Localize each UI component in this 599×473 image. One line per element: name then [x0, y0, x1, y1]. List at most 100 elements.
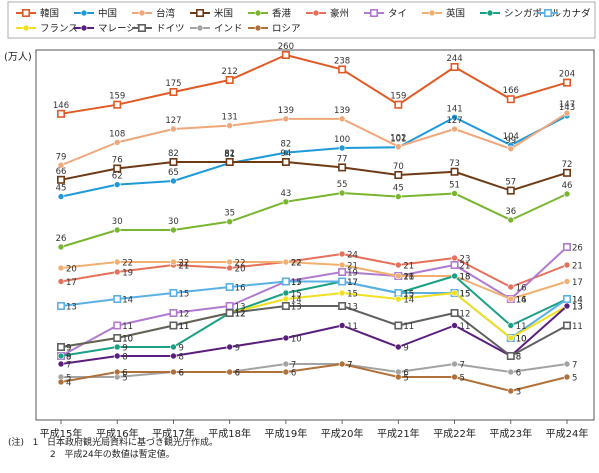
legend-swatch-marker-14	[254, 24, 262, 32]
series-line-1	[60, 115, 568, 198]
legend-label-8: シンガポール	[504, 9, 562, 20]
data-label-9-8: 10	[516, 335, 527, 345]
data-label-7-0: 20	[66, 265, 77, 275]
data-point-11-6	[395, 343, 402, 351]
data-point-0-3	[225, 76, 234, 85]
data-label-13-5: 7	[347, 361, 352, 371]
data-label-1-4: 82	[280, 140, 291, 150]
series-line-7	[60, 261, 568, 300]
data-label-8-1: 9	[122, 344, 127, 354]
legend-swatch-marker-8	[486, 9, 494, 17]
data-point-0-9	[562, 78, 571, 87]
data-point-4-2	[170, 226, 177, 234]
data-point-14-0	[57, 378, 65, 386]
data-label-1-7: 141	[446, 104, 462, 114]
data-label-14-0: 4	[66, 379, 71, 389]
data-label-0-3: 212	[222, 67, 238, 77]
data-point-0-2	[169, 88, 178, 97]
data-label-0-5: 238	[334, 56, 350, 66]
data-label-4-8: 36	[505, 207, 516, 217]
data-label-0-0: 146	[53, 101, 69, 111]
data-label-12-2: 11	[178, 322, 189, 332]
data-label-12-8: 8	[516, 353, 521, 363]
data-point-10-6	[395, 295, 402, 303]
data-label-9-4: 15	[291, 278, 302, 288]
data-point-2-6	[395, 143, 402, 150]
data-point-0-0	[56, 109, 65, 118]
legend-label-3: 米国	[214, 8, 233, 20]
data-label-4-1: 30	[112, 217, 123, 227]
data-label-13-4: 7	[291, 361, 296, 371]
footnotes: (注) 1 日本政府観光局資料に基づき観光庁作成。 2 平成24年の数値は暫定値…	[8, 437, 218, 461]
data-label-14-2: 6	[178, 369, 183, 379]
data-point-12-4	[281, 301, 290, 310]
data-label-10-6: 14	[403, 296, 414, 306]
data-point-11-0	[57, 360, 65, 368]
data-label-9-3: 16	[235, 284, 246, 294]
data-point-14-5	[338, 360, 346, 368]
footnote-2: 2 平成24年の数値は暫定値。	[8, 449, 218, 461]
data-label-9-6: 15	[403, 290, 414, 300]
x-tick-label-3: 平成18年	[208, 427, 251, 440]
data-point-8-7	[451, 272, 458, 280]
data-point-11-3	[226, 343, 233, 351]
data-label-3-7: 73	[449, 159, 460, 169]
data-label-2-0: 79	[56, 152, 67, 162]
data-point-2-8	[507, 145, 515, 153]
legend-label-11: マレーシア	[98, 24, 145, 35]
data-point-7-6	[395, 272, 402, 280]
data-label-3-6: 70	[393, 162, 404, 172]
data-point-2-9	[563, 109, 571, 117]
footnote-1-num: 1	[32, 438, 39, 448]
data-label-12-0: 9	[66, 344, 71, 354]
data-label-13-7: 7	[460, 361, 465, 371]
data-point-10-8	[507, 334, 515, 342]
data-label-11-2: 8	[178, 353, 183, 363]
data-point-9-0	[56, 301, 65, 310]
data-point-5-9	[563, 261, 571, 269]
data-label-6-7: 21	[460, 262, 471, 272]
data-point-5-5	[338, 250, 346, 258]
data-point-6-1	[113, 321, 122, 330]
data-label-9-1: 14	[122, 296, 133, 306]
data-point-14-9	[563, 373, 571, 381]
data-point-11-7	[451, 322, 458, 329]
data-point-14-1	[113, 368, 121, 376]
data-point-9-4	[281, 277, 290, 286]
data-label-11-1: 8	[122, 353, 127, 363]
data-label-10-7: 15	[460, 290, 471, 300]
x-tick-label-2: 平成17年	[152, 427, 195, 440]
data-label-0-1: 159	[109, 92, 125, 102]
legend-swatch-marker-12	[138, 23, 147, 32]
data-label-5-9: 21	[572, 262, 583, 272]
x-tick-label-4: 平成19年	[265, 427, 308, 440]
data-point-1-1	[113, 181, 121, 188]
legend-swatch-marker-2	[138, 9, 146, 17]
data-point-13-8	[507, 368, 515, 376]
data-point-7-9	[563, 278, 571, 285]
data-point-5-6	[395, 261, 402, 269]
data-label-8-6: 15	[403, 290, 414, 300]
data-point-8-4	[282, 289, 290, 297]
legend-label-12: ドイツ	[156, 24, 185, 35]
x-tick-label-7: 平成22年	[433, 427, 476, 440]
data-label-1-2: 65	[168, 168, 179, 178]
data-label-7-4: 22	[291, 259, 302, 269]
data-label-12-3: 12	[235, 310, 246, 320]
x-tick-label-6: 平成21年	[377, 427, 420, 440]
data-label-4-4: 43	[280, 189, 291, 199]
data-point-0-7	[450, 62, 459, 71]
data-label-4-2: 30	[168, 217, 179, 227]
data-point-2-1	[113, 139, 121, 146]
data-point-4-7	[451, 190, 458, 197]
data-point-14-6	[395, 373, 402, 381]
data-point-12-0	[56, 342, 65, 351]
data-point-14-7	[451, 373, 458, 381]
data-point-0-1	[113, 100, 122, 109]
series-line-11	[60, 305, 568, 365]
data-label-10-8: 10	[516, 335, 527, 345]
data-point-7-8	[507, 295, 515, 303]
data-point-0-6	[394, 100, 403, 109]
data-label-14-4: 6	[291, 369, 296, 379]
data-point-10-4	[282, 295, 290, 303]
